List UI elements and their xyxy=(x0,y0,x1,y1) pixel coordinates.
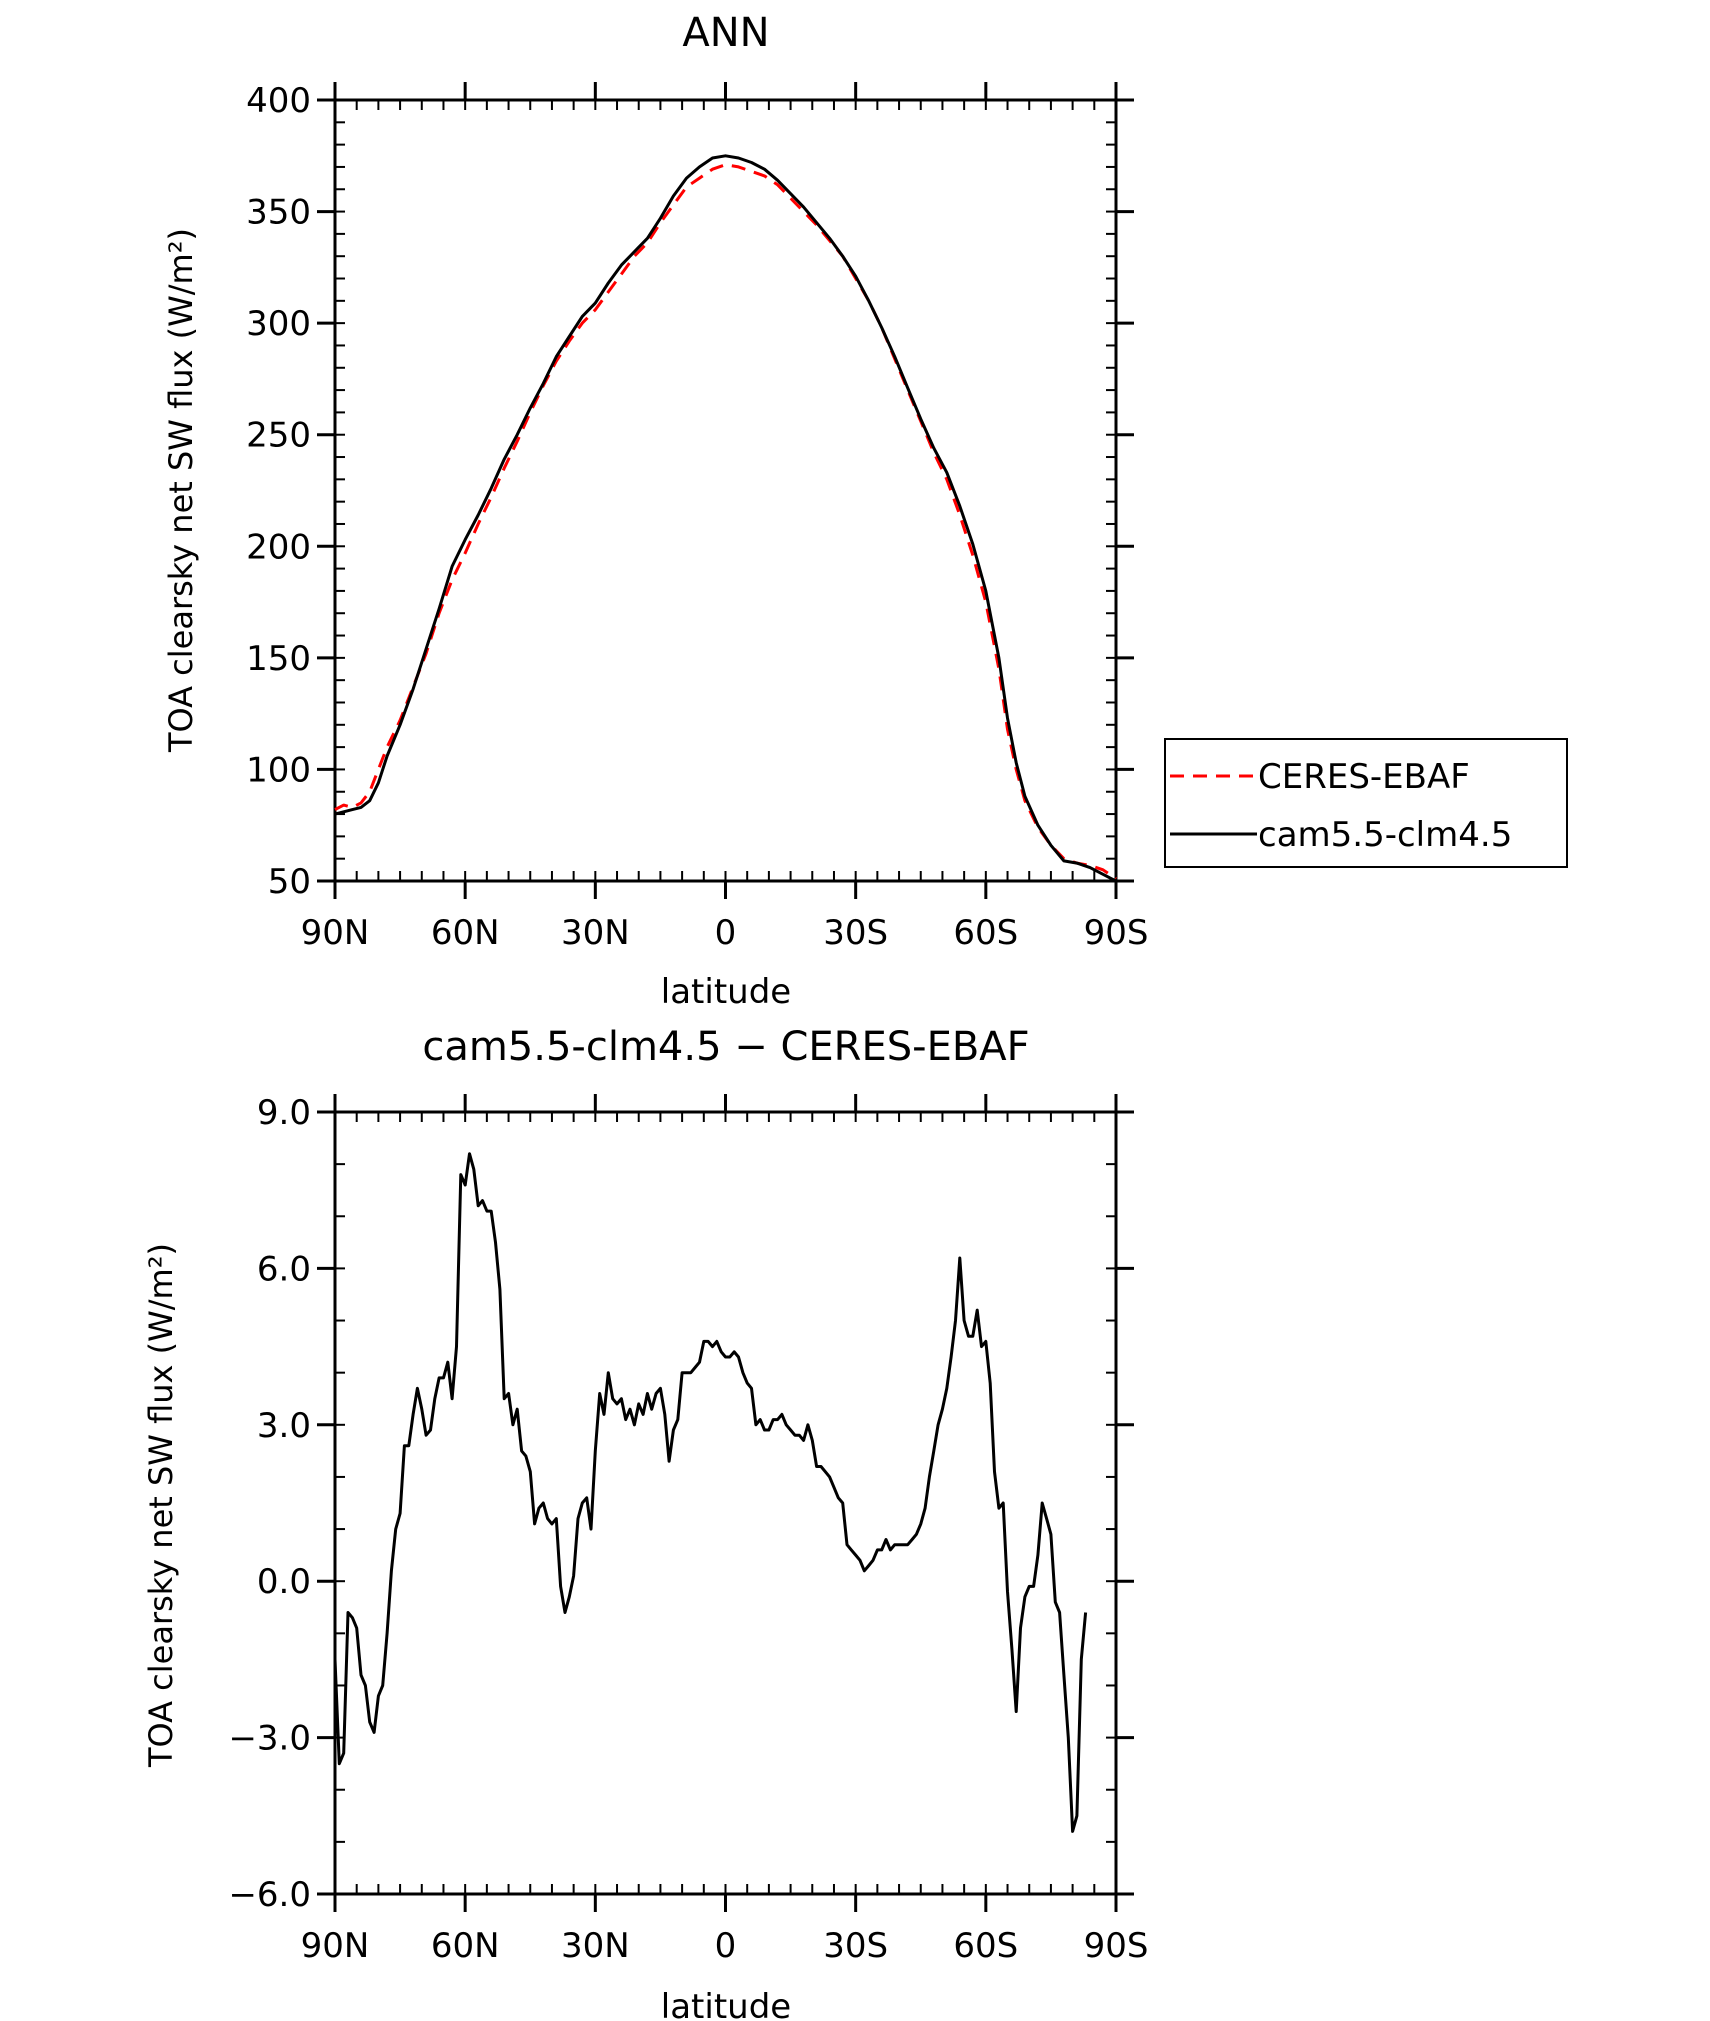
top-chart-x-axis-label: latitude xyxy=(661,972,791,1012)
top-chart-ticks xyxy=(317,82,1134,899)
bottom-chart: cam5.5-clm4.5 − CERES-EBAF 9.0 6.0 3.0 0.0 −… xyxy=(142,1024,1148,2021)
bottom-chart-title: cam5.5-clm4.5 − CERES-EBAF xyxy=(422,1024,1029,1070)
bottom-chart-x-tick-label: 30S xyxy=(823,1926,888,1966)
top-chart-y-tick-label: 200 xyxy=(246,527,311,567)
top-chart-y-tick-label: 350 xyxy=(246,193,311,233)
bottom-chart-y-tick-label: 0.0 xyxy=(257,1562,311,1602)
top-chart-y-tick-label: 300 xyxy=(246,304,311,344)
top-chart-title: ANN xyxy=(682,10,769,56)
legend: CERES-EBAF cam5.5-clm4.5 xyxy=(1164,738,1568,868)
bottom-chart-line-cam5-5-clm4-5 xyxy=(333,1152,1088,1833)
top-chart-y-tick-label: 400 xyxy=(246,81,311,121)
bottom-chart-y-tick-label: −3.0 xyxy=(228,1719,311,1759)
top-chart-line-ceres-ebaf xyxy=(334,163,1117,881)
bottom-chart-x-tick-labels: 90N 60N 30N 0 30S 60S 90S xyxy=(301,1926,1149,1966)
top-chart-series xyxy=(334,154,1117,883)
legend-label-ceres-ebaf: CERES-EBAF xyxy=(1258,757,1470,797)
top-chart-frame xyxy=(333,98,1118,883)
legend-box xyxy=(1164,738,1568,868)
bottom-chart-x-tick-label: 60N xyxy=(431,1926,500,1966)
top-chart-y-axis-label: TOA clearsky net SW flux (W/m²) xyxy=(162,228,200,753)
top-chart-x-tick-label: 0 xyxy=(715,913,737,953)
top-chart-x-tick-label: 60S xyxy=(953,913,1018,953)
top-chart-x-tick-label: 90N xyxy=(301,913,370,953)
top-chart-x-tick-label: 30N xyxy=(561,913,630,953)
bottom-chart-y-tick-label: 6.0 xyxy=(257,1249,311,1289)
top-chart-x-tick-label: 60N xyxy=(431,913,500,953)
bottom-chart-x-tick-label: 0 xyxy=(715,1926,737,1966)
bottom-chart-ticks xyxy=(317,1094,1134,1912)
bottom-chart-y-tick-labels: 9.0 6.0 3.0 0.0 −3.0 −6.0 xyxy=(228,1093,311,1915)
top-chart-y-tick-labels: 400 350 300 250 200 150 100 50 xyxy=(246,81,311,902)
top-chart-y-tick-label: 100 xyxy=(246,750,311,790)
top-chart-x-tick-label: 90S xyxy=(1084,913,1149,953)
bottom-chart-y-axis-label: TOA clearsky net SW flux (W/m²) xyxy=(142,1243,180,1768)
legend-label-cam5-5-clm4-5: cam5.5-clm4.5 xyxy=(1258,815,1512,855)
top-chart-x-tick-label: 30S xyxy=(823,913,888,953)
top-chart-x-tick-labels: 90N 60N 30N 0 30S 60S 90S xyxy=(301,913,1149,953)
bottom-chart-y-tick-label: 3.0 xyxy=(257,1406,311,1446)
bottom-chart-x-axis-label: latitude xyxy=(661,1987,791,2021)
bottom-chart-x-tick-label: 90S xyxy=(1084,1926,1149,1966)
top-chart-y-tick-label: 50 xyxy=(268,862,311,902)
bottom-chart-y-tick-label: 9.0 xyxy=(257,1093,311,1133)
top-chart: ANN 400 350 300 250 200 150 100 50 90N 60N 30N 0 30… xyxy=(162,10,1148,1012)
top-chart-line-cam5-5-clm4-5 xyxy=(334,154,1117,883)
bottom-chart-y-tick-label: −6.0 xyxy=(228,1875,311,1915)
top-chart-y-tick-label: 250 xyxy=(246,416,311,456)
bottom-chart-series xyxy=(333,1152,1088,1833)
top-chart-y-tick-label: 150 xyxy=(246,639,311,679)
bottom-chart-x-tick-label: 90N xyxy=(301,1926,370,1966)
bottom-chart-x-tick-label: 60S xyxy=(953,1926,1018,1966)
bottom-chart-x-tick-label: 30N xyxy=(561,1926,630,1966)
